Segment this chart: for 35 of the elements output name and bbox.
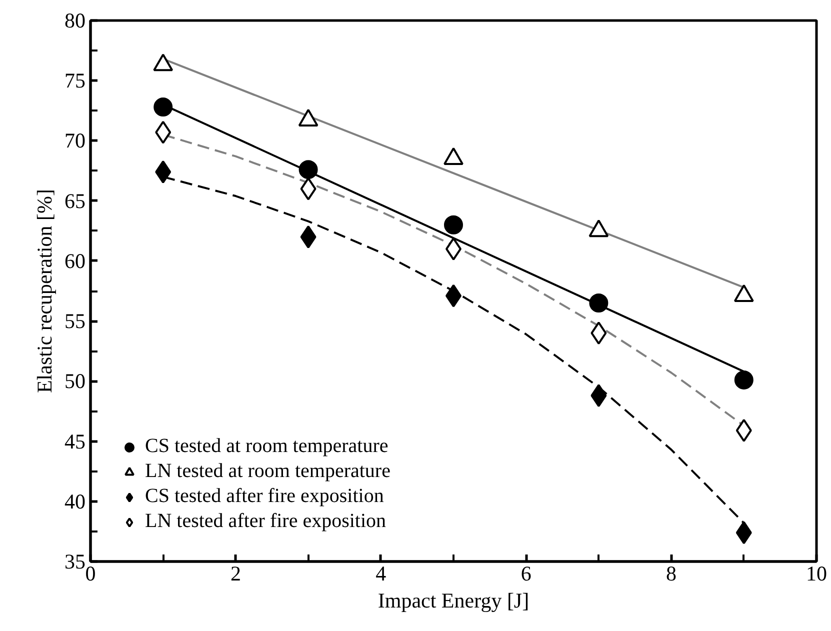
point bbox=[736, 418, 752, 442]
x-tick-label: 8 bbox=[666, 562, 677, 586]
y-tick-label: 40 bbox=[64, 489, 86, 514]
point bbox=[736, 521, 752, 544]
y-tick-label: 45 bbox=[64, 429, 86, 454]
x-tick-label: 0 bbox=[85, 562, 96, 586]
y-tick-label: 60 bbox=[64, 248, 86, 273]
point bbox=[590, 384, 607, 408]
legend-label: LN tested at room temperature bbox=[145, 460, 390, 483]
x-tick-label: 4 bbox=[376, 562, 387, 586]
legend-label: LN tested after fire exposition bbox=[145, 510, 386, 533]
x-tick-label: 10 bbox=[806, 562, 827, 586]
point bbox=[155, 120, 172, 144]
point bbox=[590, 322, 607, 345]
point bbox=[298, 160, 318, 180]
y-tick-label: 55 bbox=[64, 309, 86, 334]
x-tick-label: 2 bbox=[230, 562, 241, 586]
point bbox=[589, 294, 608, 313]
y-tick-label: 75 bbox=[64, 68, 86, 93]
y-tick-label: 80 bbox=[64, 8, 86, 32]
point bbox=[734, 370, 754, 390]
y-tick-label: 70 bbox=[64, 128, 86, 153]
y-axis-title: Elastic recuperation [%] bbox=[32, 188, 56, 394]
x-tick-label: 6 bbox=[520, 562, 532, 586]
point bbox=[300, 177, 316, 200]
point bbox=[444, 215, 463, 234]
y-tick-label: 35 bbox=[64, 550, 86, 574]
point bbox=[155, 160, 172, 184]
y-tick-label: 65 bbox=[64, 188, 86, 213]
point bbox=[154, 98, 173, 117]
x-axis-title: Impact Energy [J] bbox=[378, 588, 530, 612]
y-tick-label: 50 bbox=[64, 369, 86, 394]
legend-label: CS tested at room temperature bbox=[145, 435, 388, 458]
legend-label: CS tested after fire exposition bbox=[145, 485, 384, 508]
point bbox=[300, 225, 316, 248]
